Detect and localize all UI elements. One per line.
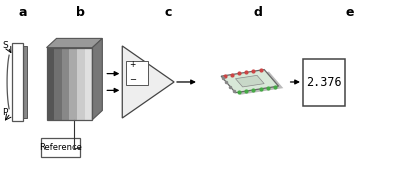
Text: a: a (18, 6, 27, 19)
Polygon shape (226, 72, 283, 95)
Text: d: d (253, 6, 262, 19)
Polygon shape (46, 38, 102, 48)
Text: S: S (3, 41, 8, 51)
Text: P: P (2, 108, 7, 117)
Text: 2.376: 2.376 (306, 76, 342, 89)
Text: −: − (129, 75, 136, 84)
FancyBboxPatch shape (303, 59, 345, 106)
Polygon shape (122, 46, 174, 118)
Text: e: e (345, 6, 354, 19)
Bar (54, 48, 62, 120)
Bar (70, 48, 77, 120)
Polygon shape (236, 75, 264, 87)
Bar (23, 46, 28, 118)
Polygon shape (92, 38, 102, 120)
Bar (46, 48, 92, 120)
Bar (12, 43, 23, 121)
Bar (62, 48, 70, 120)
Bar (126, 61, 148, 85)
Bar (77, 48, 85, 120)
Text: Reference: Reference (40, 143, 82, 152)
Bar (46, 48, 54, 120)
Bar (85, 48, 92, 120)
Polygon shape (221, 70, 278, 93)
FancyBboxPatch shape (41, 138, 80, 157)
Text: +: + (129, 60, 136, 69)
Text: b: b (76, 6, 85, 19)
Text: c: c (164, 6, 172, 19)
